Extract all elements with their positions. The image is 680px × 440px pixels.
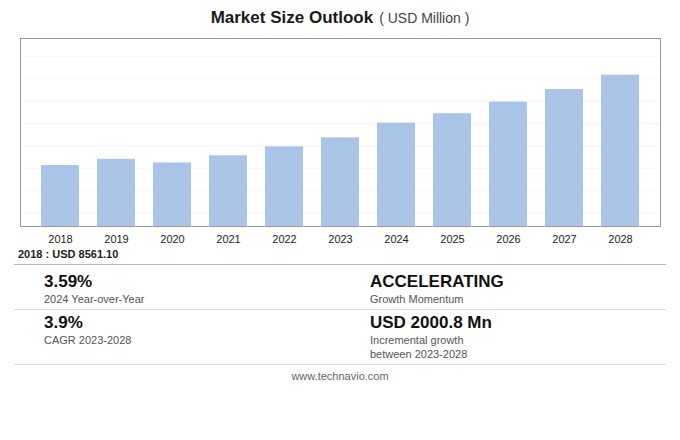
- svg-text:2028: 2028: [608, 233, 632, 245]
- html-text:Incremental growth: Incremental growth: [370, 334, 464, 346]
- html-text:between 2023-2028: between 2023-2028: [370, 348, 468, 360]
- html-text:ACCELERATING: ACCELERATING: [370, 272, 504, 291]
- svg-text:2022: 2022: [272, 233, 296, 245]
- svg-text:2023: 2023: [328, 233, 352, 245]
- svg-text:2025: 2025: [440, 233, 464, 245]
- svg-text:2020: 2020: [160, 233, 184, 245]
- html-text:CAGR 2023-2028: CAGR 2023-2028: [44, 334, 132, 346]
- svg-text:2024: 2024: [384, 233, 408, 245]
- html-text:3.59%: 3.59%: [44, 272, 93, 291]
- svg-text:2026: 2026: [496, 233, 520, 245]
- html-text:Growth Momentum: Growth Momentum: [370, 293, 464, 305]
- html-text:USD 2000.8 Mn: USD 2000.8 Mn: [370, 313, 492, 332]
- html-text:www.technavio.com: www.technavio.com: [291, 370, 389, 382]
- html-text:2018 : USD 8561.10: 2018 : USD 8561.10: [18, 248, 119, 260]
- html-text:Market Size Outlook ( USD Mill: Market Size Outlook ( USD Million ): [210, 8, 470, 27]
- html-text:2024 Year-over-Year: 2024 Year-over-Year: [44, 293, 145, 305]
- svg-text:2021: 2021: [216, 233, 240, 245]
- svg-text:2018: 2018: [48, 233, 72, 245]
- svg-text:2019: 2019: [104, 233, 128, 245]
- svg-text:2027: 2027: [552, 233, 576, 245]
- html-text:3.9%: 3.9%: [44, 313, 83, 332]
